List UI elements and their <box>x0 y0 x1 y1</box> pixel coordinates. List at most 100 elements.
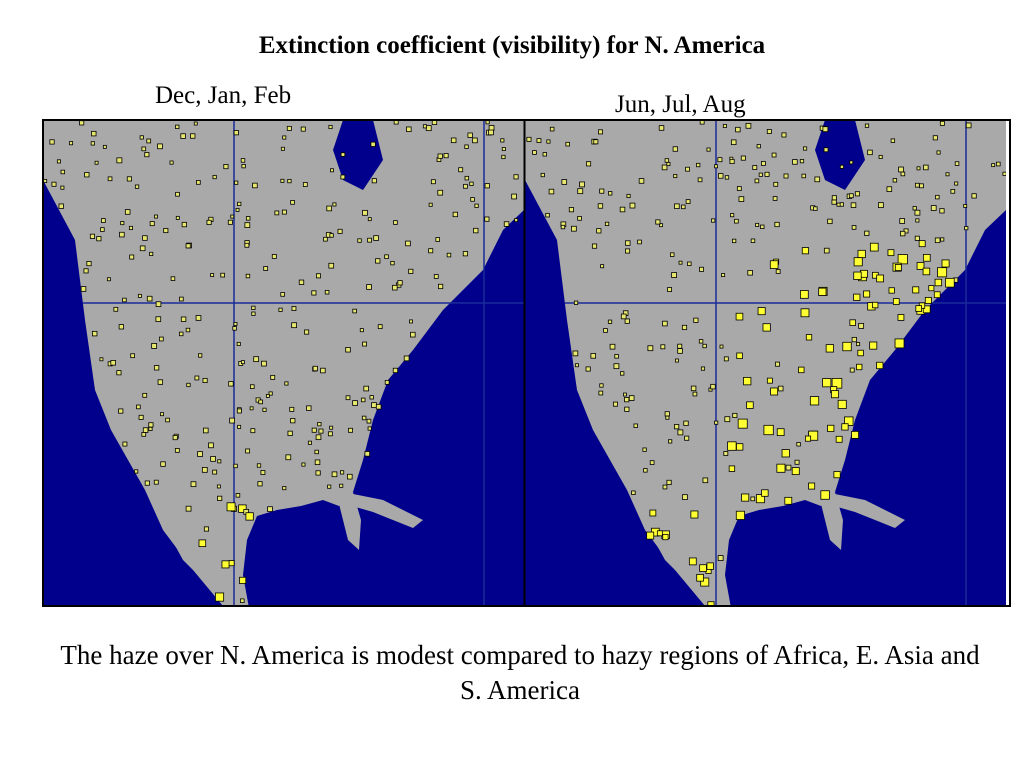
station-marker <box>608 191 613 196</box>
station-marker <box>280 178 285 183</box>
station-marker <box>244 242 250 248</box>
station-marker <box>458 167 464 173</box>
station-marker <box>357 238 362 243</box>
station-marker <box>146 138 152 144</box>
station-marker <box>798 366 805 374</box>
station-marker <box>740 155 746 161</box>
station-marker <box>501 147 506 151</box>
station-marker <box>939 120 945 126</box>
station-marker <box>271 253 277 259</box>
station-marker <box>268 391 273 396</box>
station-marker <box>858 323 865 329</box>
station-marker <box>345 395 351 401</box>
station-marker <box>664 411 670 417</box>
station-marker <box>124 209 131 215</box>
station-marker <box>361 415 367 421</box>
station-marker <box>971 193 977 199</box>
station-marker <box>327 484 332 489</box>
station-marker <box>359 328 364 333</box>
station-marker <box>212 469 218 475</box>
station-marker <box>722 124 727 128</box>
station-marker <box>646 531 655 540</box>
station-marker <box>172 435 178 441</box>
station-marker <box>714 164 719 169</box>
station-marker <box>137 293 142 298</box>
station-marker <box>565 141 570 147</box>
station-marker <box>699 564 707 572</box>
station-marker <box>89 233 95 239</box>
station-marker <box>897 254 908 265</box>
station-marker <box>796 442 801 447</box>
station-marker <box>196 180 201 185</box>
station-marker <box>249 406 254 411</box>
station-marker <box>801 247 809 255</box>
station-marker <box>991 163 996 168</box>
station-marker <box>500 138 505 143</box>
station-marker <box>406 126 412 133</box>
station-marker <box>179 296 184 302</box>
station-marker <box>692 391 698 397</box>
station-marker <box>914 209 921 216</box>
station-marker <box>673 174 678 179</box>
station-marker <box>690 385 697 392</box>
station-marker <box>568 207 574 213</box>
station-marker <box>339 483 344 488</box>
station-marker <box>600 264 605 269</box>
station-marker <box>148 422 154 428</box>
station-marker <box>747 270 753 276</box>
station-marker <box>735 126 741 133</box>
station-marker <box>791 467 800 476</box>
station-marker <box>945 277 955 288</box>
station-marker <box>229 417 235 424</box>
station-marker <box>258 399 263 405</box>
station-marker <box>823 147 829 153</box>
station-marker <box>375 258 381 264</box>
station-marker <box>638 178 645 184</box>
station-marker <box>228 560 235 567</box>
station-marker <box>814 176 821 183</box>
station-marker <box>130 353 135 359</box>
station-marker <box>766 129 772 134</box>
station-marker <box>937 267 948 278</box>
caption: The haze over N. America is modest compa… <box>60 640 980 705</box>
station-marker <box>897 314 905 321</box>
station-marker <box>175 191 180 197</box>
station-marker <box>291 322 297 329</box>
station-marker <box>346 473 353 480</box>
station-marker <box>511 193 517 200</box>
station-marker <box>352 400 358 406</box>
station-marker <box>696 162 701 168</box>
station-marker <box>674 358 679 363</box>
station-marker <box>912 206 917 211</box>
station-marker <box>165 417 170 423</box>
station-marker <box>662 320 668 327</box>
station-marker <box>287 430 293 436</box>
station-marker <box>585 366 591 372</box>
station-marker <box>503 221 510 227</box>
station-marker <box>141 432 147 437</box>
station-marker <box>886 186 893 192</box>
station-marker <box>240 158 246 163</box>
station-marker <box>92 330 98 337</box>
station-marker <box>462 251 469 257</box>
station-marker <box>392 284 398 291</box>
station-marker <box>348 427 353 433</box>
station-marker <box>185 505 192 512</box>
station-marker <box>144 152 150 158</box>
station-marker <box>90 141 95 146</box>
station-marker <box>323 236 328 242</box>
station-marker <box>217 495 223 501</box>
station-marker <box>330 168 334 173</box>
station-marker <box>771 152 777 158</box>
station-marker <box>857 349 864 357</box>
station-marker <box>230 214 235 219</box>
station-marker <box>799 158 805 164</box>
station-marker <box>280 146 285 151</box>
station-marker <box>239 576 247 584</box>
station-marker <box>148 426 153 432</box>
station-marker <box>577 216 582 221</box>
station-marker <box>681 204 686 210</box>
station-marker <box>118 324 124 330</box>
station-marker <box>116 157 123 164</box>
station-marker <box>443 153 449 159</box>
